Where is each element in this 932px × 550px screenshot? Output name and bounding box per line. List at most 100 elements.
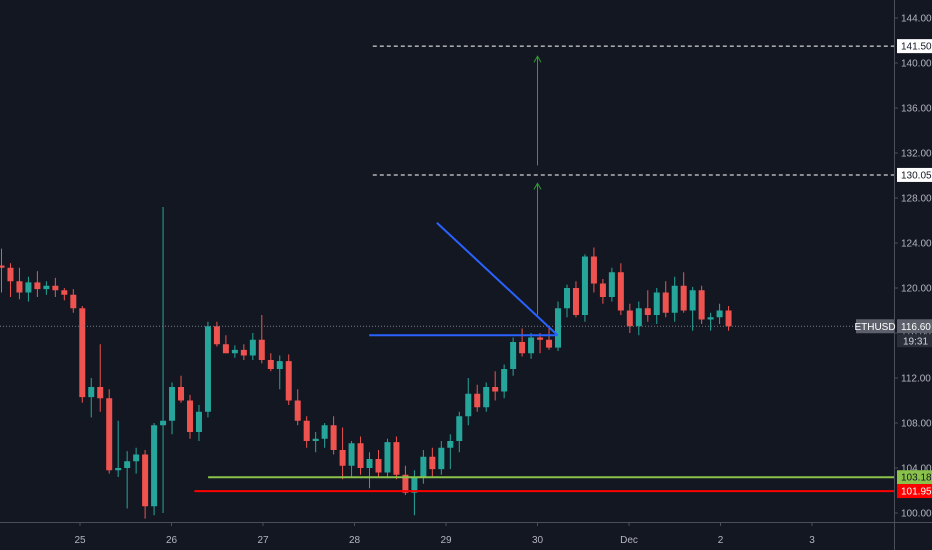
x-tick-label: 3 xyxy=(809,535,815,546)
y-tick-label: 108.00 xyxy=(901,419,932,430)
symbol-label-bg xyxy=(856,319,894,334)
candle-body xyxy=(555,308,562,348)
candle-body xyxy=(635,308,642,327)
x-tick-label: 28 xyxy=(349,535,361,546)
y-tick-label: 132.00 xyxy=(901,149,932,160)
candle-body xyxy=(429,456,436,470)
price-tag-141.50-bg xyxy=(897,39,932,54)
candle-body xyxy=(169,387,176,421)
candle-body xyxy=(474,393,481,408)
candle-body xyxy=(590,256,597,284)
price-tag-103.18: 103.18 xyxy=(897,470,932,485)
price-tag-101.95-text: 101.95 xyxy=(901,487,932,498)
candle-body xyxy=(375,459,382,473)
candle-body xyxy=(626,310,633,327)
candle-body xyxy=(276,361,283,369)
candle-body xyxy=(88,387,95,398)
candle-body xyxy=(61,290,68,295)
y-tick-label: 120.00 xyxy=(901,284,932,295)
candle-body xyxy=(563,288,570,309)
candle-body xyxy=(204,326,211,412)
x-tick-label: 27 xyxy=(257,535,269,546)
candle-body xyxy=(420,456,427,477)
last-price-tag: 116.60 xyxy=(901,322,931,333)
candle-body xyxy=(249,339,256,356)
x-tick-label: Dec xyxy=(620,535,638,546)
countdown-timer: 19:31 xyxy=(903,336,928,347)
candle-body xyxy=(599,283,606,297)
x-tick-label: 26 xyxy=(166,535,178,546)
symbol-label: ETHUSD xyxy=(854,322,895,333)
candle-body xyxy=(97,387,104,399)
candle-body xyxy=(70,294,77,309)
x-tick-label: 29 xyxy=(440,535,452,546)
candle-body xyxy=(16,281,23,293)
candle-body xyxy=(151,425,158,507)
candle-body xyxy=(312,438,319,441)
candle-body xyxy=(384,442,391,473)
candle-body xyxy=(267,360,274,369)
candle-body xyxy=(25,282,32,293)
candle-body xyxy=(133,454,140,462)
candle-body xyxy=(124,461,131,468)
candle-body xyxy=(258,339,265,360)
candle-body xyxy=(43,285,50,290)
y-tick-label: 144.00 xyxy=(901,14,932,25)
candle-body xyxy=(393,442,400,475)
candle-body xyxy=(178,387,185,401)
candle-body xyxy=(725,310,732,327)
candle-body xyxy=(160,420,167,426)
projection-arrow-lower-head xyxy=(533,182,542,190)
candle-body xyxy=(142,454,149,507)
candle-body xyxy=(492,387,499,392)
triangle-resistance-line[interactable] xyxy=(436,222,559,336)
candle-body xyxy=(716,310,723,318)
candle-body xyxy=(447,441,454,448)
candle-body xyxy=(303,420,310,441)
y-tick-label: 116.00 xyxy=(901,329,931,340)
candle-body xyxy=(537,337,544,340)
candle-body xyxy=(222,344,229,354)
price-tag-130.05: 130.05 xyxy=(897,167,932,182)
price-tag-141.50-text: 141.50 xyxy=(901,42,932,53)
candle-body xyxy=(240,349,247,356)
candle-body xyxy=(231,349,238,354)
candle-body xyxy=(34,282,41,290)
price-tag-141.50: 141.50 xyxy=(897,39,932,54)
candle-body xyxy=(608,272,615,297)
candle-body xyxy=(106,398,113,471)
price-tag-103.18-bg xyxy=(897,470,932,485)
candle-body xyxy=(680,285,687,311)
candle-body xyxy=(662,292,669,313)
candle-body xyxy=(411,477,418,493)
y-tick-label: 100.00 xyxy=(901,509,932,520)
candle-body xyxy=(79,308,86,398)
candle-body xyxy=(357,443,364,468)
candle-body xyxy=(348,443,355,466)
candle-body xyxy=(339,450,346,466)
y-tick-label: 136.00 xyxy=(901,104,932,115)
y-tick-label: 140.00 xyxy=(901,59,932,70)
y-tick-label: 112.00 xyxy=(901,374,931,385)
candle-body xyxy=(483,387,490,408)
candle-body xyxy=(402,474,409,493)
price-tag-130.05-bg xyxy=(897,167,932,182)
candle-body xyxy=(617,272,624,311)
candle-body xyxy=(581,256,588,315)
candle-body xyxy=(671,285,678,313)
candle-body xyxy=(572,288,579,315)
price-tag-101.95-bg xyxy=(897,484,932,499)
candle-body xyxy=(519,342,526,354)
candle-body xyxy=(510,342,517,369)
candle-body xyxy=(52,285,59,291)
y-tick-label: 124.00 xyxy=(901,239,932,250)
candle-body xyxy=(707,317,714,320)
candle-body xyxy=(115,468,122,471)
candle-body xyxy=(689,290,696,311)
candle-body xyxy=(294,400,301,421)
countdown-bg xyxy=(897,334,932,348)
x-tick-label: 25 xyxy=(74,535,86,546)
candle-body xyxy=(698,290,705,320)
candle-body xyxy=(653,292,660,315)
